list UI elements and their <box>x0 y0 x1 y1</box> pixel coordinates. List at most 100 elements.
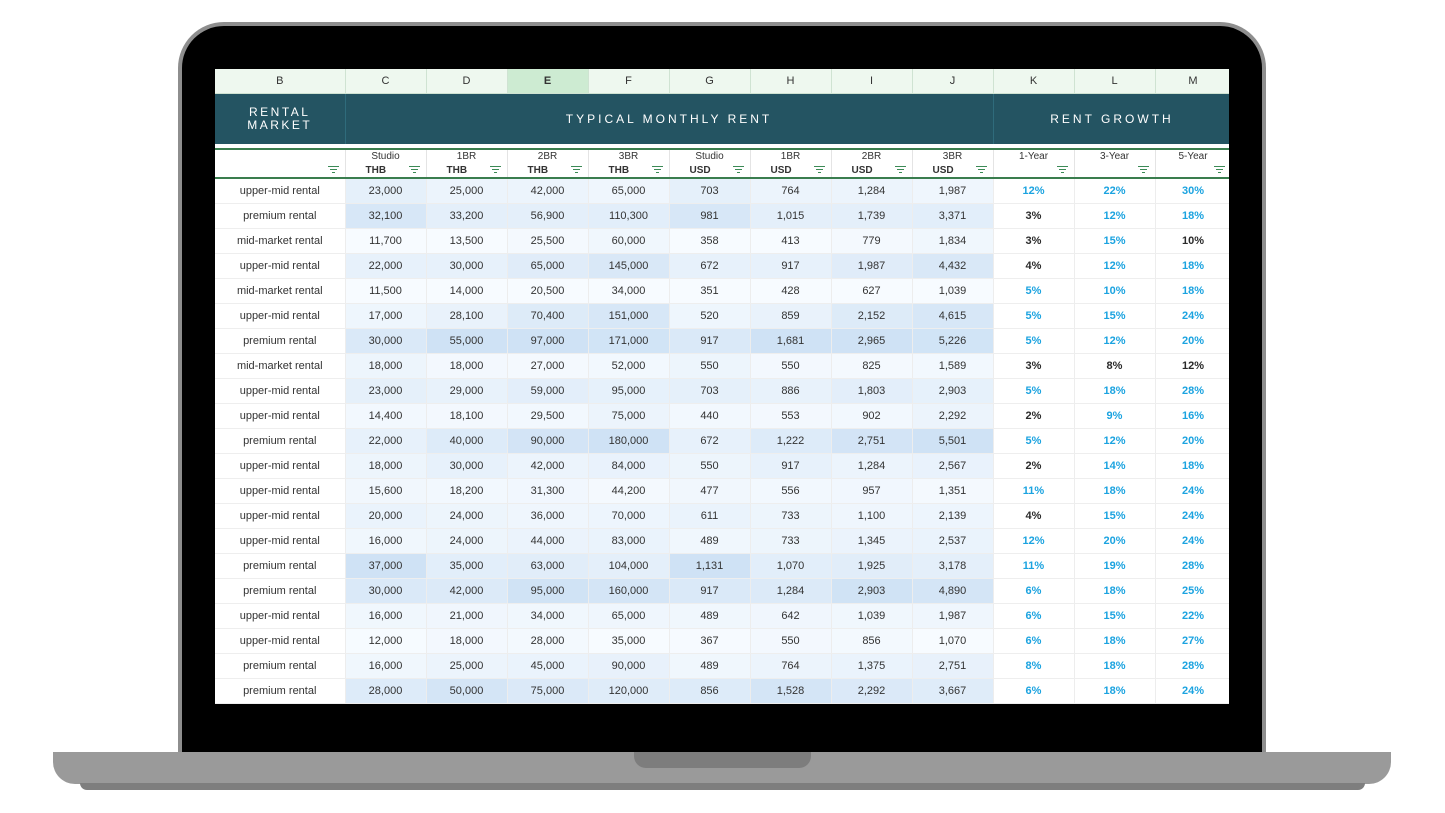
rent-cell[interactable]: 733 <box>750 503 832 529</box>
growth-cell[interactable]: 6% <box>993 578 1075 604</box>
column-letter-h[interactable]: H <box>750 69 832 94</box>
rent-cell[interactable]: 764 <box>750 178 832 204</box>
rent-cell[interactable]: 171,000 <box>588 328 670 354</box>
growth-cell[interactable]: 11% <box>993 553 1075 579</box>
rent-cell[interactable]: 31,300 <box>507 478 589 504</box>
rent-cell[interactable]: 151,000 <box>588 303 670 329</box>
rent-cell[interactable]: 1,284 <box>831 453 913 479</box>
rent-cell[interactable]: 11,500 <box>345 278 427 304</box>
filter-icon[interactable] <box>1213 166 1225 174</box>
rent-cell[interactable]: 30,000 <box>345 328 427 354</box>
growth-cell[interactable]: 12% <box>1074 253 1156 279</box>
rent-cell[interactable]: 1,987 <box>831 253 913 279</box>
rent-cell[interactable]: 22,000 <box>345 253 427 279</box>
market-cell[interactable]: upper-mid rental <box>215 603 346 629</box>
rent-cell[interactable]: 1,681 <box>750 328 832 354</box>
market-cell[interactable]: mid-market rental <box>215 228 346 254</box>
rent-cell[interactable]: 428 <box>750 278 832 304</box>
rent-cell[interactable]: 83,000 <box>588 528 670 554</box>
rent-cell[interactable]: 1,222 <box>750 428 832 454</box>
column-letter-f[interactable]: F <box>588 69 670 94</box>
growth-cell[interactable]: 12% <box>1074 428 1156 454</box>
market-cell[interactable]: upper-mid rental <box>215 478 346 504</box>
rent-cell[interactable]: 56,900 <box>507 203 589 229</box>
rent-cell[interactable]: 70,400 <box>507 303 589 329</box>
rent-cell[interactable]: 4,615 <box>912 303 994 329</box>
rent-cell[interactable]: 477 <box>669 478 751 504</box>
rent-cell[interactable]: 25,000 <box>426 653 508 679</box>
rent-cell[interactable]: 1,345 <box>831 528 913 554</box>
rent-cell[interactable]: 550 <box>750 353 832 379</box>
rent-cell[interactable]: 65,000 <box>588 178 670 204</box>
rent-cell[interactable]: 63,000 <box>507 553 589 579</box>
rent-cell[interactable]: 110,300 <box>588 203 670 229</box>
rent-cell[interactable]: 20,000 <box>345 503 427 529</box>
growth-cell[interactable]: 3% <box>993 353 1075 379</box>
rent-cell[interactable]: 1,559 <box>831 703 913 704</box>
rent-cell[interactable]: 703 <box>669 703 751 704</box>
rent-cell[interactable]: 1,100 <box>831 503 913 529</box>
column-letter-c[interactable]: C <box>345 69 427 94</box>
rent-cell[interactable]: 55,000 <box>588 703 670 704</box>
rent-cell[interactable]: 97,000 <box>507 328 589 354</box>
rent-cell[interactable]: 55,000 <box>426 328 508 354</box>
rent-cell[interactable]: 2,537 <box>912 528 994 554</box>
rent-cell[interactable]: 18,200 <box>426 478 508 504</box>
market-cell[interactable]: mid-market rental <box>215 278 346 304</box>
rent-cell[interactable]: 1,070 <box>750 553 832 579</box>
market-cell[interactable]: upper-mid rental <box>215 503 346 529</box>
rent-cell[interactable]: 104,000 <box>588 553 670 579</box>
rent-cell[interactable]: 440 <box>669 403 751 429</box>
rent-cell[interactable]: 553 <box>750 403 832 429</box>
growth-cell[interactable]: 12% <box>1155 353 1229 379</box>
growth-cell[interactable]: 4% <box>993 253 1075 279</box>
growth-cell[interactable]: 18% <box>1074 478 1156 504</box>
rent-cell[interactable]: 733 <box>750 703 832 704</box>
growth-cell[interactable]: 18% <box>1155 203 1229 229</box>
rent-cell[interactable]: 16,000 <box>345 603 427 629</box>
growth-cell[interactable]: 12% <box>1074 203 1156 229</box>
rent-cell[interactable]: 14,400 <box>345 403 427 429</box>
rent-cell[interactable]: 3,371 <box>912 203 994 229</box>
market-cell[interactable]: upper-mid rental <box>215 453 346 479</box>
rent-cell[interactable]: 1,284 <box>831 178 913 204</box>
rent-cell[interactable]: 20,500 <box>507 278 589 304</box>
rent-cell[interactable]: 18,000 <box>345 353 427 379</box>
growth-cell[interactable]: 5% <box>993 378 1075 404</box>
rent-cell[interactable]: 51,000 <box>507 703 589 704</box>
rent-cell[interactable]: 95,000 <box>507 578 589 604</box>
column-letter-g[interactable]: G <box>669 69 751 94</box>
growth-cell[interactable]: 24% <box>1155 703 1229 704</box>
rent-cell[interactable]: 75,000 <box>507 678 589 704</box>
rent-cell[interactable]: 5,226 <box>912 328 994 354</box>
market-cell[interactable]: upper-mid rental <box>215 253 346 279</box>
rent-cell[interactable]: 28,000 <box>507 628 589 654</box>
market-cell[interactable]: premium rental <box>215 203 346 229</box>
market-cell[interactable]: premium rental <box>215 578 346 604</box>
column-letter-j[interactable]: J <box>912 69 994 94</box>
market-cell[interactable]: upper-mid rental <box>215 378 346 404</box>
rent-cell[interactable]: 672 <box>669 253 751 279</box>
rent-cell[interactable]: 1,681 <box>912 703 994 704</box>
rent-cell[interactable]: 2,751 <box>831 428 913 454</box>
rent-cell[interactable]: 358 <box>669 228 751 254</box>
rent-cell[interactable]: 764 <box>750 653 832 679</box>
growth-cell[interactable]: 27% <box>1155 628 1229 654</box>
growth-cell[interactable]: 8% <box>1074 353 1156 379</box>
rent-cell[interactable]: 489 <box>669 653 751 679</box>
column-letter-b[interactable]: B <box>215 69 346 94</box>
rent-cell[interactable]: 902 <box>831 403 913 429</box>
growth-cell[interactable]: 24% <box>1155 503 1229 529</box>
rent-cell[interactable]: 42,000 <box>507 453 589 479</box>
filter-icon[interactable] <box>1056 166 1068 174</box>
column-letter-l[interactable]: L <box>1074 69 1156 94</box>
rent-cell[interactable]: 29,000 <box>426 378 508 404</box>
growth-cell[interactable]: 4% <box>993 503 1075 529</box>
rent-cell[interactable]: 44,200 <box>588 478 670 504</box>
market-cell[interactable]: premium rental <box>215 653 346 679</box>
growth-cell[interactable]: 3% <box>993 228 1075 254</box>
rent-cell[interactable]: 18,100 <box>426 403 508 429</box>
rent-cell[interactable]: 17,000 <box>345 303 427 329</box>
growth-cell[interactable]: 10% <box>1155 228 1229 254</box>
column-letter-i[interactable]: I <box>831 69 913 94</box>
